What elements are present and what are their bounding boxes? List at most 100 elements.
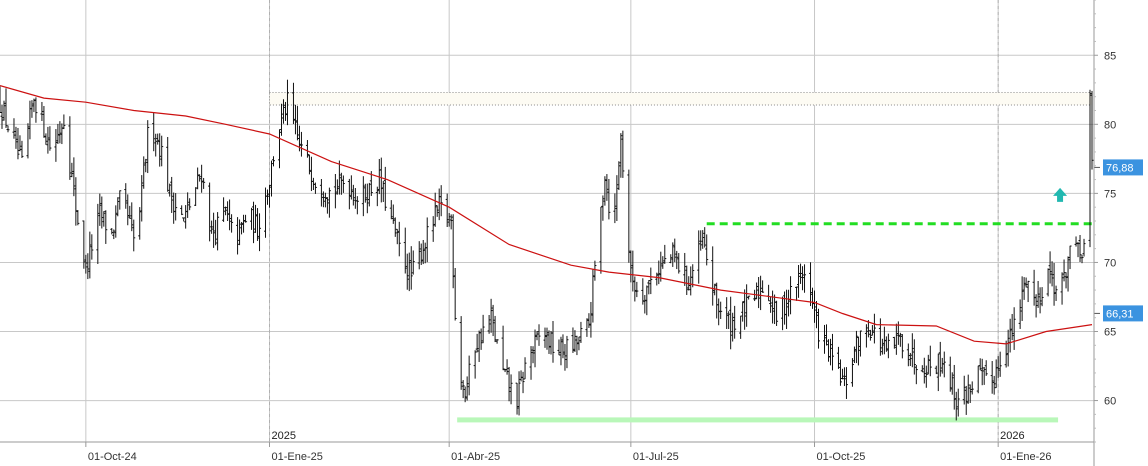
price-bar <box>1024 277 1028 288</box>
price-bar <box>431 216 435 242</box>
price-bar <box>252 201 256 244</box>
price-bar <box>926 354 930 375</box>
price-bar <box>795 286 799 301</box>
price-bar <box>473 350 477 379</box>
price-bar <box>1062 259 1066 282</box>
price-bar <box>116 197 120 217</box>
price-bar <box>1050 261 1054 287</box>
price-bar <box>990 361 994 394</box>
price-bar <box>132 219 136 252</box>
price-bar <box>100 196 104 229</box>
price-bar <box>599 206 603 274</box>
price-bar <box>451 214 455 289</box>
price-bar <box>711 246 715 306</box>
price-bar <box>313 182 317 194</box>
price-bar <box>403 227 407 274</box>
price-bar <box>389 200 393 220</box>
price-bar <box>18 135 22 152</box>
price-bar <box>270 160 274 197</box>
price-bar <box>803 264 807 293</box>
price-bar <box>44 133 48 145</box>
price-bar <box>405 253 409 290</box>
price-bar <box>355 196 359 215</box>
price-bar <box>647 280 651 295</box>
price-bar <box>836 346 840 369</box>
price-bar <box>447 213 451 227</box>
price-bar <box>557 339 561 356</box>
price-bar <box>319 178 323 207</box>
price-bar <box>577 336 581 351</box>
price-bar <box>1048 251 1052 284</box>
price-bar <box>703 227 707 248</box>
price-bar <box>982 367 986 385</box>
y-tick-label: 60 <box>1104 396 1116 408</box>
price-bar <box>914 364 918 385</box>
price-bar <box>521 371 525 394</box>
moving-average-line <box>0 85 1093 345</box>
price-axis: 85 80 75 70 65 60 <box>1094 0 1116 443</box>
price-bar <box>645 285 649 316</box>
price-bar <box>729 296 733 350</box>
price-bar <box>1006 329 1010 367</box>
price-bar <box>138 207 142 240</box>
price-bar <box>854 330 858 364</box>
price-bar <box>26 123 30 159</box>
price-bar <box>657 260 661 285</box>
price-bar <box>954 391 958 421</box>
price-bar <box>200 164 204 193</box>
price-bar <box>950 372 954 395</box>
price-bar <box>824 324 828 346</box>
price-bar <box>743 289 747 330</box>
price-bar <box>188 198 192 211</box>
price-bar <box>978 358 982 371</box>
price-bar <box>733 305 737 339</box>
price-bar <box>856 336 860 366</box>
price-bar <box>886 333 890 359</box>
price-bar <box>210 220 214 234</box>
price-bar <box>0 104 4 129</box>
price-bar <box>110 228 114 235</box>
price-bar <box>130 202 134 232</box>
price-bar <box>613 193 617 224</box>
price-bar <box>799 263 803 284</box>
price-bar <box>0 86 2 114</box>
price-bar <box>72 157 76 197</box>
price-bar <box>1082 238 1086 257</box>
price-bar <box>1010 313 1014 341</box>
price-bar <box>337 160 341 195</box>
price-bar <box>236 217 240 255</box>
price-bar <box>1046 268 1050 297</box>
price-bar <box>1004 340 1008 368</box>
price-bar <box>393 217 397 237</box>
price-bar <box>587 313 591 328</box>
price-bar <box>753 289 757 302</box>
price-bar <box>769 296 773 313</box>
price-bars <box>0 79 1094 421</box>
price-bar <box>605 174 609 201</box>
price-bar <box>701 230 705 249</box>
price-bar <box>1052 262 1056 306</box>
price-bar <box>479 328 483 350</box>
price-bar <box>589 301 593 338</box>
price-bar <box>341 175 345 193</box>
price-bar <box>435 205 439 217</box>
price-bar <box>465 376 469 401</box>
price-bar <box>842 367 846 387</box>
price-bar <box>112 229 116 240</box>
price-bar <box>158 133 162 167</box>
price-bar <box>565 335 569 369</box>
price-bar <box>870 325 874 336</box>
price-bar <box>908 352 912 367</box>
price-bar <box>383 166 387 211</box>
support-zone <box>457 417 1059 423</box>
price-bar <box>425 217 429 263</box>
price-bar <box>1090 90 1094 170</box>
price-bar <box>970 381 974 395</box>
price-bar <box>238 219 242 246</box>
price-bar <box>533 329 537 368</box>
price-bar <box>797 265 801 298</box>
price-bar <box>850 358 854 387</box>
last-price-badge <box>1103 159 1143 176</box>
price-bar <box>102 211 106 227</box>
